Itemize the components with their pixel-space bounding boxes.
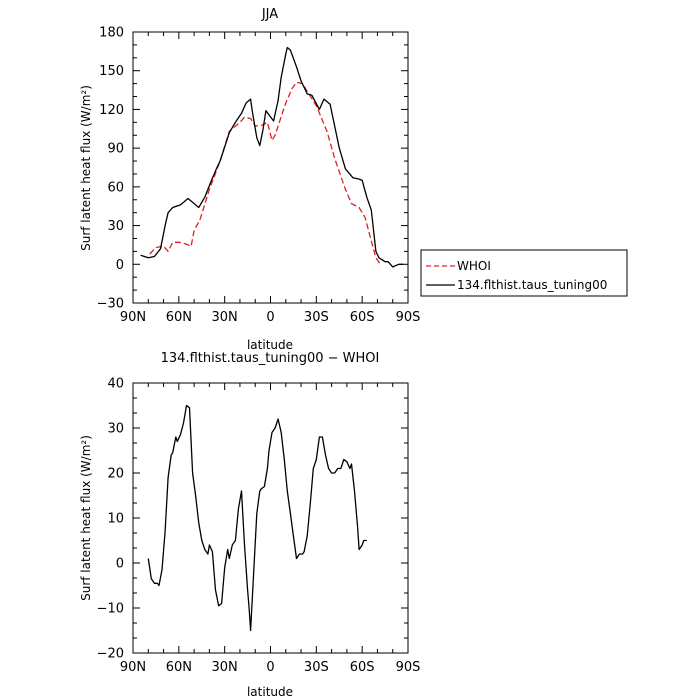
top-x-tick-label: 30N — [212, 310, 238, 325]
top-y-tick-label: 120 — [99, 103, 124, 118]
top-x-tick-label: 60S — [350, 310, 375, 325]
bottom-y-tick-label: 40 — [107, 377, 124, 392]
bottom-y-tick-label: 0 — [116, 557, 124, 572]
top-x-tick-label: 90S — [396, 310, 421, 325]
bottom-x-axis-label: latitude — [247, 685, 293, 699]
bottom-plot-frame — [132, 382, 409, 654]
top-y-tick-label: 30 — [107, 219, 124, 234]
top-x-tick-label: 0 — [266, 310, 274, 325]
bottom-x-tick-label: 30S — [304, 660, 329, 675]
top-series-line-134-flthist-taus-tuning00 — [140, 46, 404, 268]
top-y-tick-label: 60 — [107, 180, 124, 195]
bottom-y-tick-label: 20 — [107, 467, 124, 482]
bottom-x-tick-label: 90N — [120, 660, 146, 675]
top-y-tick-label: 180 — [99, 26, 124, 41]
bottom-y-tick-label: −20 — [97, 647, 124, 662]
top-y-tick-label: −30 — [97, 297, 124, 312]
bottom-panel: 134.flthist.taus_tuning00 − WHOI −20 −10 0… — [79, 351, 420, 699]
top-x-axis-label: latitude — [247, 338, 293, 352]
bottom-y-axis-label: Surf latent heat flux (W/m²) — [79, 435, 93, 601]
top-x-tick-label: 30S — [304, 310, 329, 325]
bottom-y-tick-label: 30 — [107, 422, 124, 437]
top-plot-frame — [132, 31, 409, 304]
top-y-tick-label: 0 — [116, 258, 124, 273]
bottom-x-tick-label: 0 — [266, 660, 274, 675]
bottom-x-tick-label: 60S — [350, 660, 375, 675]
top-x-tick-label: 60N — [166, 310, 192, 325]
bottom-chart-title: 134.flthist.taus_tuning00 − WHOI — [161, 351, 380, 366]
legend: WHOI 134.flthist.taus_tuning00 — [420, 249, 628, 297]
legend-label-model: 134.flthist.taus_tuning00 — [457, 278, 607, 292]
bottom-series-line-0 — [147, 404, 367, 632]
bottom-x-tick-label: 30N — [212, 660, 238, 675]
legend-box — [420, 249, 628, 297]
legend-label-whoi: WHOI — [457, 259, 491, 273]
top-x-tick-label: 90N — [120, 310, 146, 325]
top-y-tick-label: 150 — [99, 64, 124, 79]
bottom-y-tick-label: −10 — [97, 602, 124, 617]
bottom-x-tick-label: 90S — [396, 660, 421, 675]
bottom-x-tick-label: 60N — [166, 660, 192, 675]
top-chart-title: JJA — [261, 7, 278, 22]
top-panel: JJA −30 0 30 60 90 120 150 180 90N 60N 30N 0 30S 60S… — [79, 7, 420, 352]
bottom-y-tick-label: 10 — [107, 512, 124, 527]
top-series-line-whoi — [149, 81, 382, 265]
top-y-tick-label: 90 — [107, 142, 124, 157]
top-y-axis-label: Surf latent heat flux (W/m²) — [79, 85, 93, 251]
